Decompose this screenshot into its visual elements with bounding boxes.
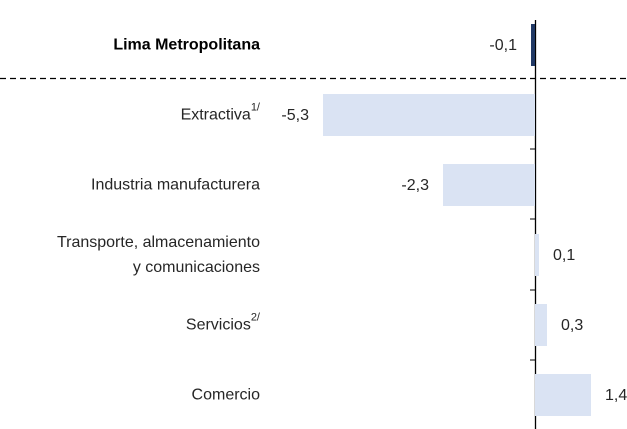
- category-label: Lima Metropolitana: [0, 33, 260, 58]
- value-label: -5,3: [281, 107, 309, 124]
- bar: [531, 24, 535, 66]
- value-label: 0,3: [561, 317, 583, 334]
- category-text: Servicios: [185, 316, 251, 334]
- category-label: Industria manufacturera: [0, 173, 260, 198]
- category-text: Extractiva: [180, 106, 251, 124]
- category-label: Comercio: [0, 383, 260, 408]
- category-text: Transporte, almacenamiento y comunicacio…: [56, 234, 260, 276]
- category-text: Industria manufacturera: [91, 176, 260, 194]
- bar: [535, 374, 591, 416]
- category-label: Servicios2/: [0, 311, 260, 338]
- category-label: Extractiva1/: [0, 101, 260, 128]
- footnote-mark: 2/: [250, 311, 260, 324]
- category-text: Comercio: [191, 386, 260, 404]
- value-label: -0,1: [489, 37, 517, 54]
- footnote-mark: 1/: [250, 101, 260, 114]
- bar: [535, 234, 539, 276]
- category-label: Transporte, almacenamiento y comunicacio…: [0, 230, 260, 280]
- category-text: Lima Metropolitana: [113, 36, 260, 54]
- value-label: 0,1: [553, 247, 575, 264]
- bar: [443, 164, 535, 206]
- bar: [535, 304, 547, 346]
- value-label: 1,4: [605, 387, 627, 404]
- value-label: -2,3: [401, 177, 429, 194]
- bar: [323, 94, 535, 136]
